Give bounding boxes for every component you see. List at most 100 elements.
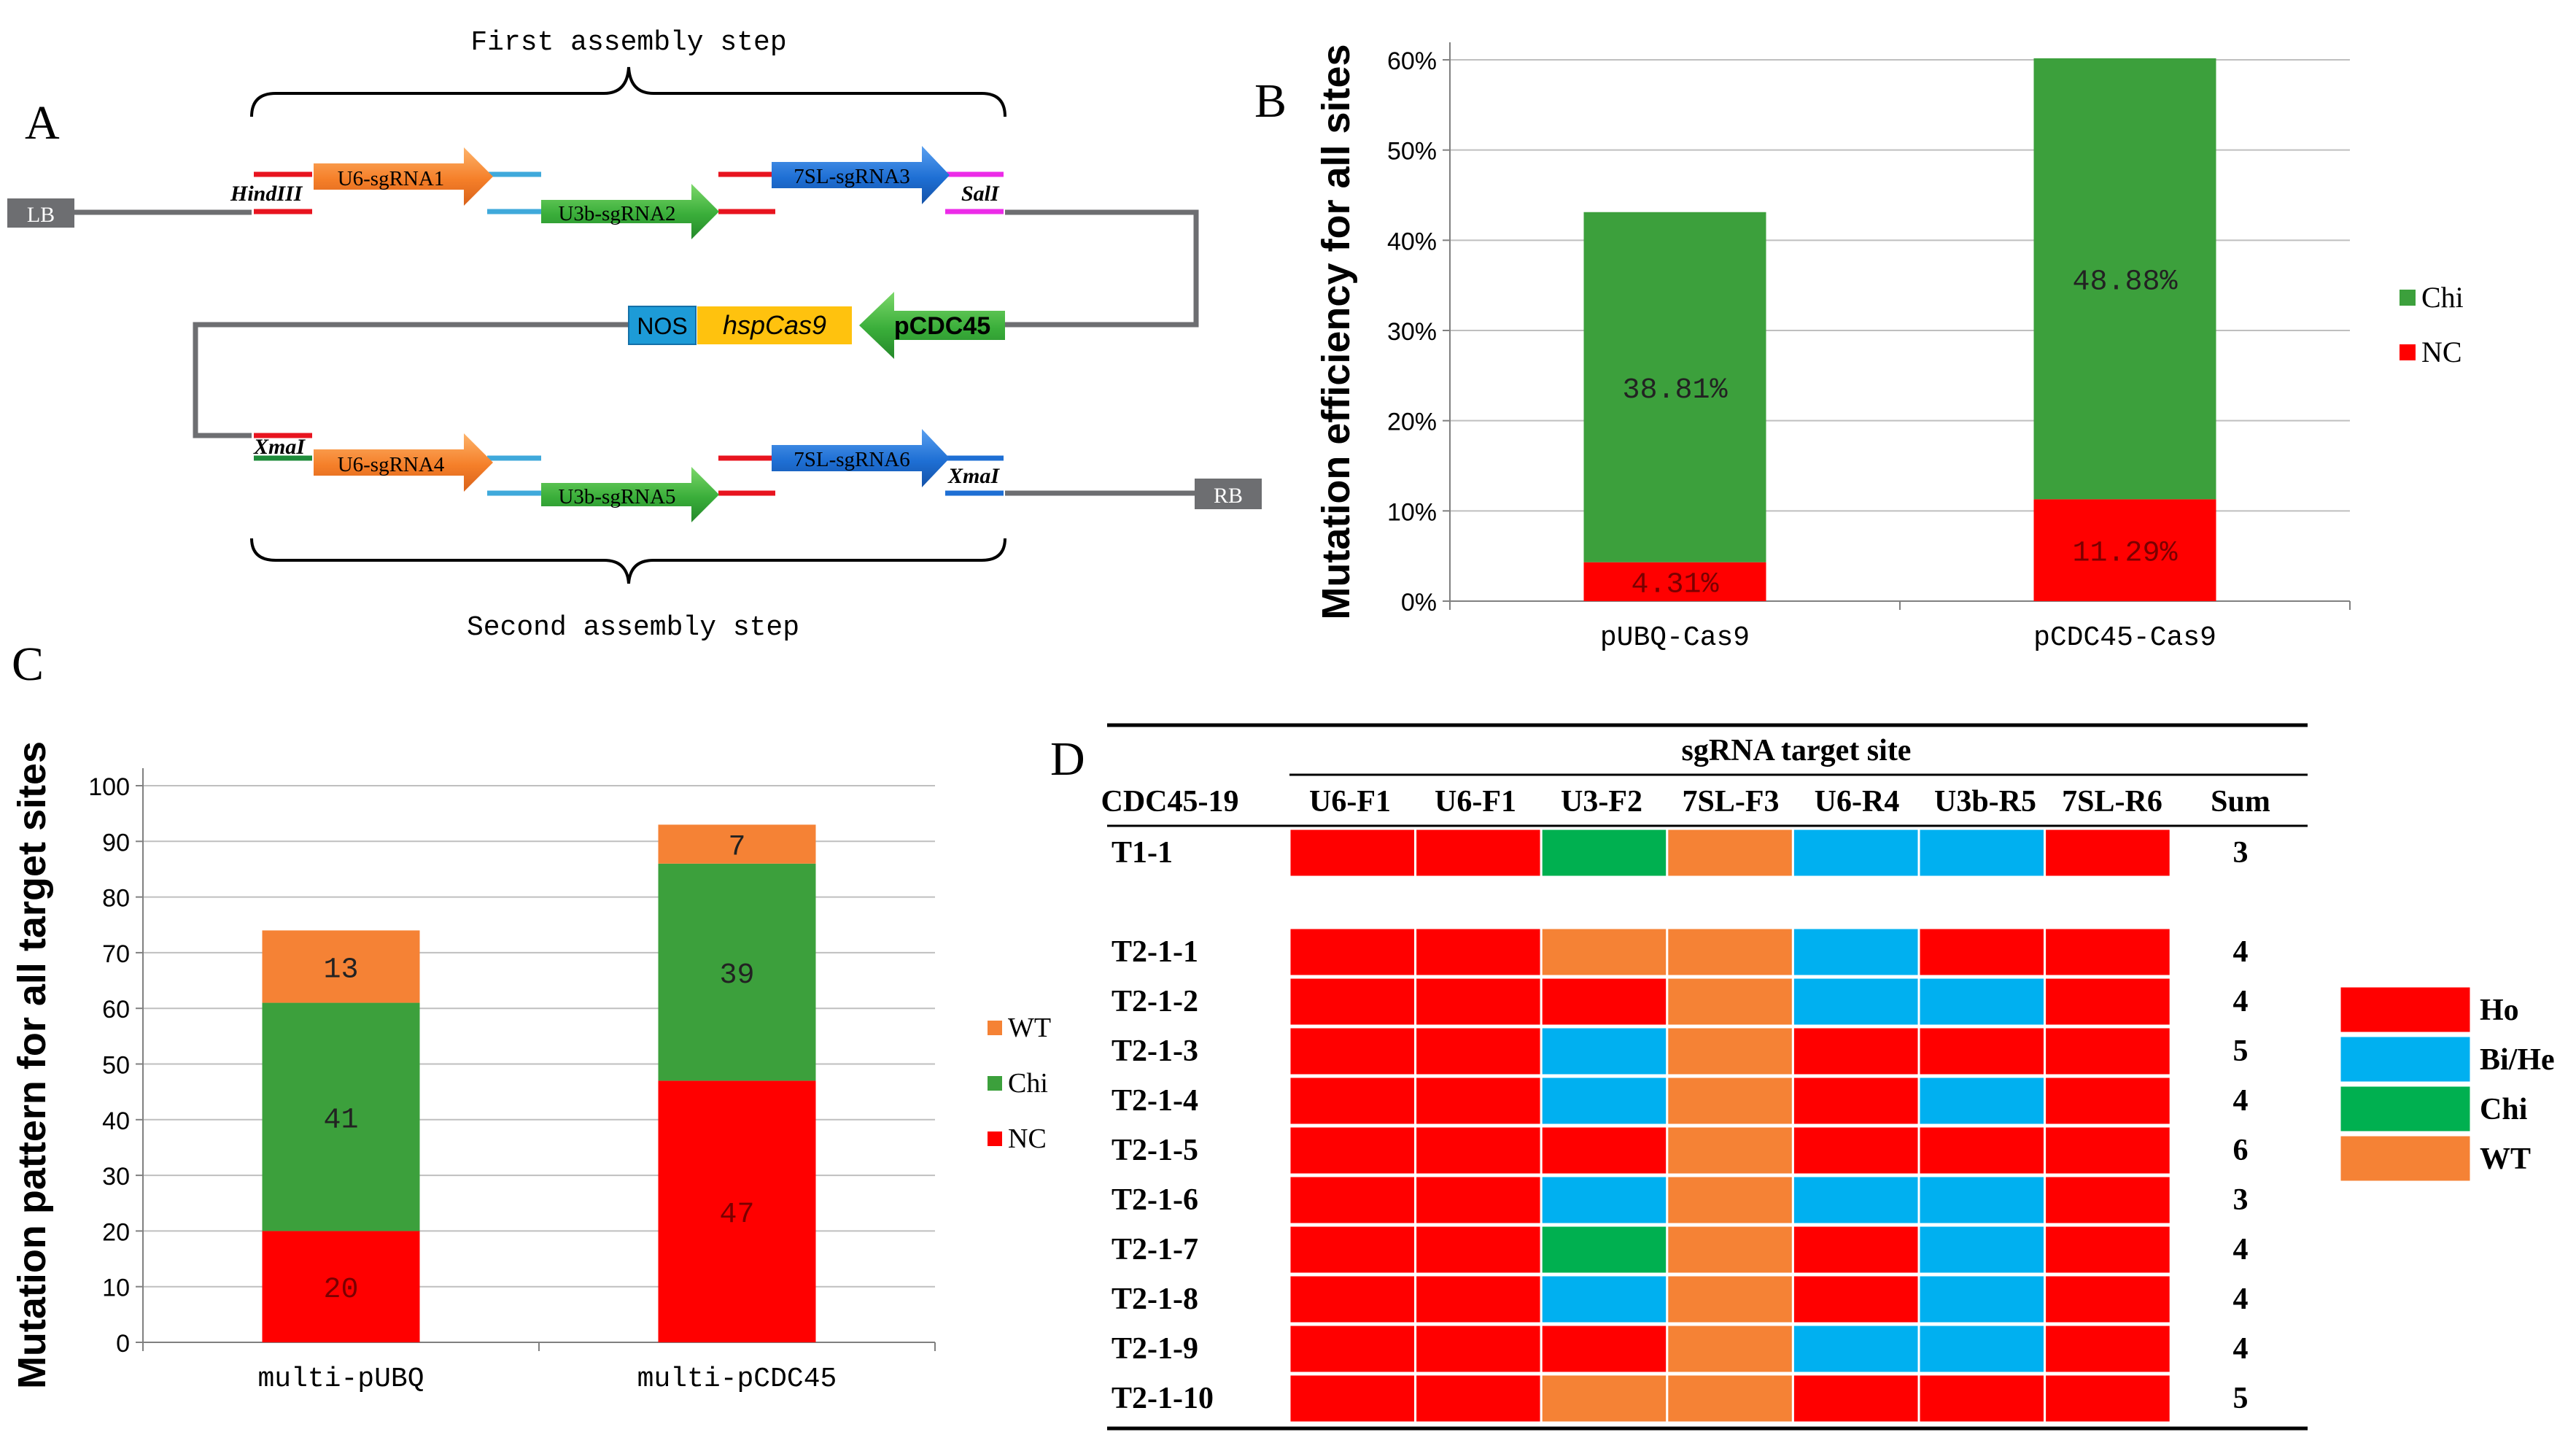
panel-a-label: A [25, 96, 60, 150]
table-column-header: U6-R4 [1815, 785, 1900, 819]
table-cell-bi-he [1917, 976, 2047, 1027]
table-row-label: T2-1-7 [1112, 1233, 1198, 1266]
table-column-header: U6-F1 [1309, 785, 1391, 819]
table-cell-wt [1666, 1274, 1794, 1325]
table-cell-bi-he [1917, 827, 2047, 878]
hspcas9-box [697, 306, 852, 344]
xma-right-label: XmaI [947, 464, 1000, 488]
efficiency-chart-plot: 0% 10% 20% 30% 40% 50% 60% 4.31% 38.81% pUBQ-Cas9… [1314, 42, 2464, 654]
table-cell-ho [1540, 1323, 1669, 1374]
table-column-header: CDC45-19 [1101, 785, 1239, 819]
table-cell-wt [1666, 976, 1794, 1027]
table-cell-bi-he [1540, 1175, 1669, 1226]
7sl-sgrna6-arrow [772, 429, 950, 487]
table-cell-bi-he [1917, 1323, 2047, 1374]
table-cell-wt [1666, 827, 1794, 878]
table-column-header: 7SL-R6 [2062, 785, 2162, 819]
table-cell-ho [1414, 926, 1543, 978]
table-cell-ho [2044, 1125, 2172, 1176]
pattern-ytick-label: 0 [116, 1330, 130, 1358]
pattern-ytick-label: 100 [88, 773, 130, 801]
table-cell-ho [2044, 1373, 2172, 1424]
table-cell-ho [1414, 1323, 1543, 1374]
efficiency-ytick-label: 10% [1387, 498, 1437, 526]
table-legend-label: Ho [2480, 994, 2519, 1027]
table-cell-ho [1917, 1373, 2047, 1424]
table-legend-label: WT [2480, 1142, 2531, 1176]
table-cell-ho [2044, 827, 2172, 878]
pattern-legend-label: Chi [1008, 1068, 1048, 1099]
7sl-sgrna3-arrow [772, 146, 950, 204]
xma-left-label: XmaI [253, 435, 306, 459]
table-cell-chi [1540, 1224, 1669, 1275]
table-cell-ho [2044, 1175, 2172, 1226]
efficiency-ytick-label: 30% [1387, 318, 1437, 346]
nos-box [628, 306, 697, 345]
table-cell-ho [1414, 1075, 1543, 1126]
table-cell-ho [1540, 976, 1669, 1027]
pattern-data-label: 13 [323, 953, 358, 986]
table-cell-bi-he [1791, 1323, 1920, 1374]
efficiency-legend-swatch-chi [2400, 290, 2416, 306]
hspcas9-label: hspCas9 [723, 310, 826, 340]
efficiency-legend-label: NC [2421, 336, 2462, 368]
table-cell-ho [1917, 1026, 2047, 1077]
pattern-legend-label: WT [1008, 1013, 1051, 1043]
pattern-category-label: multi-pUBQ [257, 1363, 424, 1395]
table-cell-ho [1288, 1274, 1417, 1325]
pattern-bar-wt [658, 824, 816, 864]
table-cell-wt [1666, 926, 1794, 978]
table-cell-bi-he [1540, 1274, 1669, 1325]
efficiency-ytick-label: 20% [1387, 409, 1437, 436]
table-row-sum: 5 [2233, 1382, 2249, 1415]
panel-b-efficiency-chart: B 0% 10% 20% 30% 40% 50% 60% 4.31% 38.81% pUBQ-Ca… [1254, 42, 2464, 654]
table-cell-ho [1288, 1026, 1417, 1077]
table-cell-wt [1666, 1175, 1794, 1226]
pattern-ytick-label: 20 [102, 1218, 130, 1246]
first-step-brace [250, 66, 1006, 117]
pcdc45-promoter-arrow [859, 292, 1005, 359]
table-cell-ho [1414, 1175, 1543, 1226]
table-column-header: U3b-R5 [1934, 785, 2036, 819]
table-row-label: T2-1-5 [1112, 1134, 1198, 1167]
pattern-legend-swatch-nc [988, 1131, 1002, 1146]
panel-b-label: B [1254, 74, 1287, 128]
table-cell-bi-he [1917, 1224, 2047, 1275]
panel-a-construct-diagram: A First assembly step Second assembly st… [7, 27, 1262, 643]
table-cell-ho [2044, 1075, 2172, 1126]
table-row-sum: 4 [2233, 935, 2249, 969]
table-cell-ho [2044, 1323, 2172, 1374]
genotype-table: sgRNA target site CDC45-19 U6-F1 U6-F1 U3-F2… [1101, 723, 2555, 1431]
pattern-bar-chi [658, 863, 816, 1081]
table-cell-ho [1414, 1026, 1543, 1077]
backbone-loop-left [193, 322, 629, 438]
second-step-label: Second assembly step [467, 612, 799, 643]
table-legend-swatch-bi-he [2338, 1034, 2472, 1084]
rb-border [1195, 479, 1262, 509]
table-cell-ho [1917, 926, 2047, 978]
table-legend-label: Chi [2480, 1093, 2528, 1126]
table-row-sum: 3 [2233, 836, 2249, 870]
efficiency-ytick-label: 50% [1387, 138, 1437, 166]
pattern-legend-label: NC [1008, 1123, 1047, 1154]
pcdc45-label: pCDC45 [894, 312, 990, 340]
table-cell-bi-he [1791, 1175, 1920, 1226]
panel-c-pattern-chart: C 0 10 20 30 40 50 60 70 80 90 100 20 41 13 multi-pUBQ… [10, 638, 1051, 1395]
sal-site-label: SalI [961, 182, 1000, 206]
u6-sgrna4-label: U6-sgRNA4 [338, 453, 445, 476]
table-row-label: T2-1-4 [1112, 1084, 1198, 1118]
first-step-label: First assembly step [470, 27, 786, 58]
u6-sgrna1-label: U6-sgRNA1 [338, 167, 445, 190]
pattern-bar-wt [262, 930, 420, 1003]
lb-border [7, 198, 74, 228]
table-cell-wt [1666, 1224, 1794, 1275]
table-row-sum: 4 [2233, 1283, 2249, 1316]
table-cell-ho [1288, 926, 1417, 978]
7sl-sgrna6-label: 7SL-sgRNA6 [794, 448, 910, 471]
efficiency-data-label: 11.29% [2072, 538, 2178, 570]
panel-d-genotype-table: D sgRNA target site CDC45-19 U6-F1 U6-F1 U3-… [1050, 723, 2555, 1431]
table-row-sum: 4 [2233, 1084, 2249, 1118]
table-cell-bi-he [1791, 926, 1920, 978]
table-row-sum: 6 [2233, 1134, 2249, 1167]
